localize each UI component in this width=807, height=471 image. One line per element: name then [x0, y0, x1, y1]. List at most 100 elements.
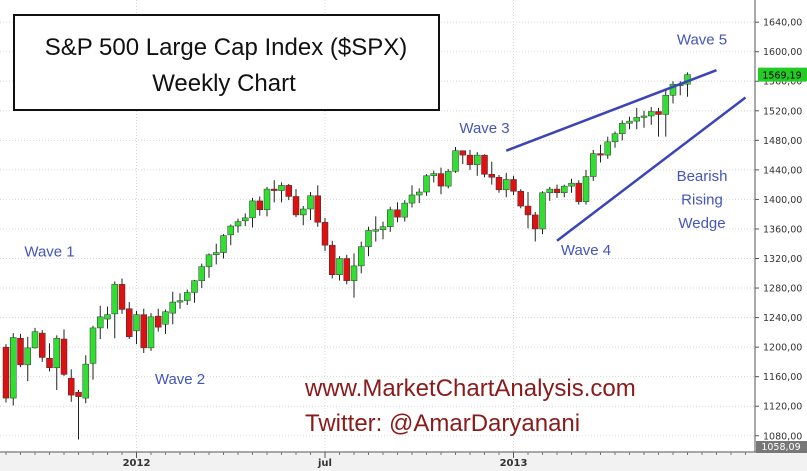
candle-body — [474, 154, 481, 165]
candle — [10, 333, 17, 406]
candle — [459, 150, 466, 164]
candle-body — [553, 188, 561, 194]
annotations: Wave 1 Wave 2 Wave 3 Wave 4 Wave 5 Bearish Ris… — [24, 31, 727, 388]
candle-body — [213, 252, 220, 256]
candle — [89, 325, 97, 380]
y-tick-label: 1080,00 — [763, 431, 802, 442]
candle-body — [249, 200, 256, 219]
candle-body — [343, 258, 350, 281]
candle-body — [191, 280, 198, 293]
candle — [249, 197, 256, 228]
candle-body — [561, 185, 568, 194]
candle — [619, 120, 626, 141]
candle-body — [416, 191, 423, 196]
candle — [350, 253, 358, 298]
corner-value-box — [756, 441, 807, 453]
candle — [640, 110, 648, 128]
trendlines — [505, 68, 747, 242]
candle — [365, 226, 372, 257]
candle — [358, 241, 365, 274]
x-axis-background — [0, 452, 807, 471]
candle-body — [60, 338, 68, 375]
candle — [394, 202, 401, 223]
candle — [387, 206, 394, 232]
y-tick-label: 1120,00 — [763, 402, 802, 413]
candle — [416, 188, 423, 204]
candle-body — [481, 154, 488, 175]
candle-body — [648, 111, 655, 117]
candle — [452, 146, 459, 173]
candle — [133, 310, 140, 345]
candle — [597, 144, 604, 163]
candle — [474, 152, 481, 176]
candle — [648, 107, 655, 125]
candle-body — [379, 226, 387, 230]
wedge-trendline — [505, 68, 717, 152]
wave-annotation: Wedge — [678, 215, 725, 232]
candle-body — [118, 284, 126, 310]
candle-body — [662, 95, 669, 115]
candle — [423, 174, 430, 196]
y-tick-label: 1320,00 — [763, 254, 802, 265]
candle — [401, 200, 408, 222]
candle — [481, 154, 488, 178]
y-tick-label: 1560,00 — [763, 77, 802, 88]
watermark-website: www.MarketChartAnalysis.com — [304, 375, 636, 402]
candle-body — [517, 191, 524, 207]
y-tick-label: 1360,00 — [763, 224, 802, 235]
candle — [31, 327, 39, 349]
candle — [2, 344, 10, 403]
candle-body — [387, 209, 394, 227]
wave-annotation: Wave 4 — [561, 242, 611, 259]
candle — [669, 81, 677, 104]
wave-annotation: Rising — [681, 192, 723, 209]
candle-body — [372, 229, 379, 232]
candle-body — [220, 235, 227, 253]
candle-body — [97, 316, 104, 329]
y-tick-label: 1640,00 — [763, 18, 802, 29]
candle-body — [532, 214, 539, 230]
candle-body — [169, 301, 176, 314]
last-price-tag — [758, 67, 807, 82]
candle-body — [604, 141, 611, 156]
wave-annotation: Wave 1 — [24, 243, 74, 260]
candle — [300, 206, 307, 226]
candle-body — [242, 217, 249, 222]
candle-body — [430, 173, 437, 177]
candle-body — [329, 244, 336, 275]
candle-body — [408, 194, 416, 204]
candle — [82, 355, 89, 404]
candle — [553, 184, 561, 198]
y-tick-label: 1200,00 — [763, 343, 802, 354]
candle-body — [495, 177, 503, 191]
candle — [213, 243, 220, 265]
candle — [568, 178, 575, 193]
candle — [503, 172, 510, 198]
candle-body — [31, 331, 39, 349]
watermark-twitter: Twitter: @AmarDaryanani — [305, 410, 580, 437]
candle — [626, 116, 633, 130]
candle-body — [358, 246, 365, 267]
candle — [430, 170, 437, 183]
x-tick-label: jul — [317, 458, 332, 469]
candle — [147, 313, 155, 351]
candle — [111, 281, 118, 339]
candle — [97, 305, 104, 339]
candle-body — [365, 230, 372, 247]
candle — [336, 256, 343, 281]
candle-body — [503, 179, 510, 191]
candle — [307, 192, 314, 221]
candle-body — [350, 265, 358, 281]
candle — [445, 169, 452, 189]
candle — [604, 136, 611, 159]
candle-body — [401, 202, 408, 218]
candle — [118, 278, 126, 314]
candle-body — [445, 171, 452, 187]
candle — [539, 191, 546, 235]
last-price-label: 1569,19 — [762, 71, 801, 82]
candle-body — [524, 205, 532, 216]
candle-body — [575, 182, 582, 202]
candle — [24, 336, 31, 382]
